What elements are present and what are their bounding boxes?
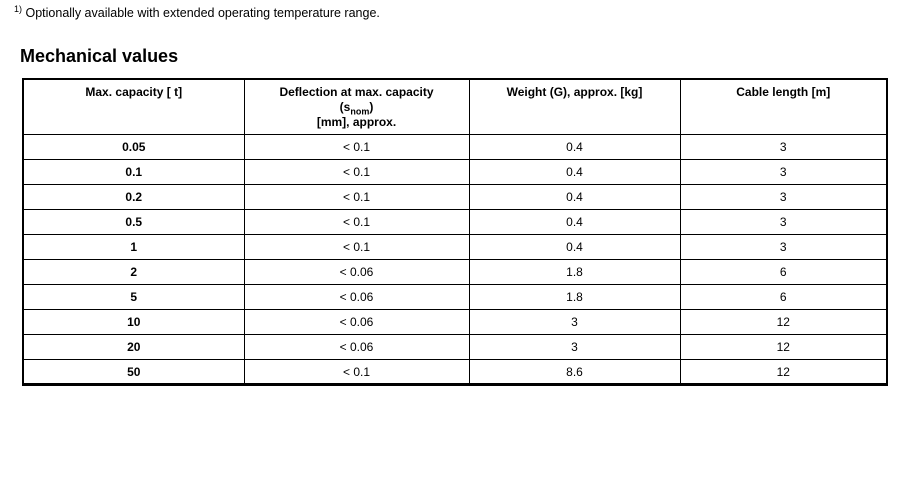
table-row: 0.2 < 0.1 0.4 3: [22, 184, 888, 210]
table-cell: 3: [468, 309, 681, 335]
table-cell: < 0.06: [243, 284, 470, 310]
table-cell: 8.6: [468, 359, 681, 385]
footnote: 1) Optionally available with extended op…: [14, 3, 380, 20]
footnote-marker: 1): [14, 3, 23, 14]
table-row: 20 < 0.06 3 12: [22, 334, 888, 360]
table-cell: 6: [679, 259, 888, 285]
table-cell: 0.4: [468, 184, 681, 210]
table-cell: 2: [22, 259, 245, 285]
table-row: 0.05 < 0.1 0.4 3: [22, 134, 888, 160]
table-cell: 50: [22, 359, 245, 385]
table-cell: 0.5: [22, 209, 245, 235]
table-cell: < 0.06: [243, 259, 470, 285]
table-cell: 3: [679, 184, 888, 210]
table-cell: 0.05: [22, 134, 245, 160]
table-cell: 3: [679, 134, 888, 160]
table-cell: 3: [468, 334, 681, 360]
table-cell: 3: [679, 209, 888, 235]
deflection-sub: nom: [350, 106, 370, 117]
deflection-header-line2: (snom): [339, 100, 374, 117]
column-header-deflection: Deflection at max. capacity (snom) [mm],…: [243, 78, 470, 135]
table-cell: 0.2: [22, 184, 245, 210]
column-header-max-capacity: Max. capacity [ t]: [22, 78, 245, 135]
table-cell: 12: [679, 309, 888, 335]
deflection-header-line1: Deflection at max. capacity: [279, 85, 434, 99]
deflection-sub-post: ): [369, 100, 374, 114]
table-row: 0.1 < 0.1 0.4 3: [22, 159, 888, 185]
deflection-sub-pre: (s: [339, 100, 351, 114]
footnote-text: Optionally available with extended opera…: [22, 6, 380, 20]
table-row: 2 < 0.06 1.8 6: [22, 259, 888, 285]
table-cell: 0.4: [468, 159, 681, 185]
table-cell: 0.4: [468, 134, 681, 160]
table-cell: < 0.06: [243, 334, 470, 360]
table-cell: 3: [679, 234, 888, 260]
table-header-row: Max. capacity [ t] Deflection at max. ca…: [22, 78, 888, 135]
table-cell: < 0.1: [243, 209, 470, 235]
table-row: 50 < 0.1 8.6 12: [22, 359, 888, 385]
mechanical-values-table: Max. capacity [ t] Deflection at max. ca…: [22, 78, 888, 386]
table-cell: 1: [22, 234, 245, 260]
table-row: 1 < 0.1 0.4 3: [22, 234, 888, 260]
table-row: 5 < 0.06 1.8 6: [22, 284, 888, 310]
table-cell: 12: [679, 359, 888, 385]
table-cell: < 0.06: [243, 309, 470, 335]
column-header-weight: Weight (G), approx. [kg]: [468, 78, 681, 135]
table-cell: < 0.1: [243, 359, 470, 385]
table-cell: 6: [679, 284, 888, 310]
table-cell: 5: [22, 284, 245, 310]
table-cell: < 0.1: [243, 134, 470, 160]
table-cell: 0.4: [468, 209, 681, 235]
table-cell: 1.8: [468, 284, 681, 310]
table-cell: 20: [22, 334, 245, 360]
deflection-header-line3: [mm], approx.: [316, 115, 397, 129]
table-cell: 3: [679, 159, 888, 185]
table-cell: < 0.1: [243, 159, 470, 185]
table-cell: 10: [22, 309, 245, 335]
table-cell: < 0.1: [243, 234, 470, 260]
page-title: Mechanical values: [20, 46, 179, 66]
table-cell: < 0.1: [243, 184, 470, 210]
table-cell: 12: [679, 334, 888, 360]
table-cell: 1.8: [468, 259, 681, 285]
table-row: 0.5 < 0.1 0.4 3: [22, 209, 888, 235]
column-header-cable-length: Cable length [m]: [679, 78, 888, 135]
table-row: 10 < 0.06 3 12: [22, 309, 888, 335]
table-cell: 0.4: [468, 234, 681, 260]
table-cell: 0.1: [22, 159, 245, 185]
